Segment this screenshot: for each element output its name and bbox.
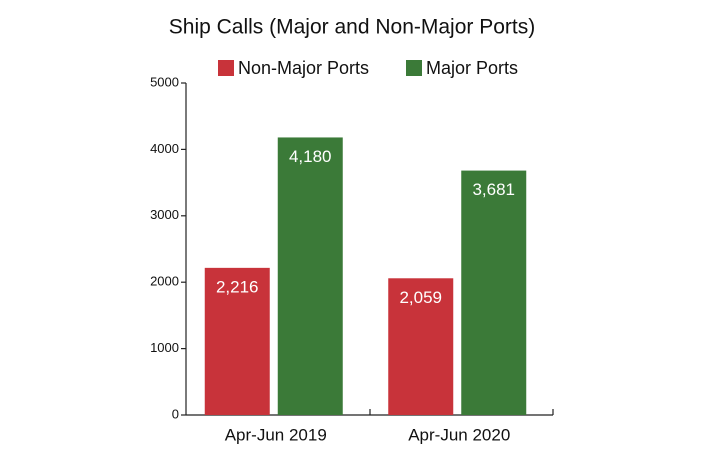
value-label: 2,216 <box>216 277 259 296</box>
legend-swatch <box>406 60 422 76</box>
chart-title: Ship Calls (Major and Non-Major Ports) <box>169 16 535 39</box>
value-label: 4,180 <box>289 147 332 166</box>
y-tick-label: 5000 <box>150 74 179 89</box>
legend-swatch <box>218 60 234 76</box>
x-tick-label: Apr-Jun 2019 <box>225 425 327 444</box>
value-label: 2,059 <box>399 288 442 307</box>
bar <box>204 267 270 415</box>
y-tick-label: 0 <box>172 406 179 421</box>
y-tick-label: 1000 <box>150 340 179 355</box>
y-tick-label: 2000 <box>150 274 179 289</box>
legend-label: Major Ports <box>426 58 518 78</box>
bar <box>388 278 454 415</box>
bar <box>277 137 343 415</box>
y-tick-label: 4000 <box>150 141 179 156</box>
value-label: 3,681 <box>472 180 515 199</box>
x-tick-label: Apr-Jun 2020 <box>408 425 510 444</box>
y-tick-label: 3000 <box>150 207 179 222</box>
legend-label: Non-Major Ports <box>238 58 369 78</box>
bar <box>461 170 527 415</box>
